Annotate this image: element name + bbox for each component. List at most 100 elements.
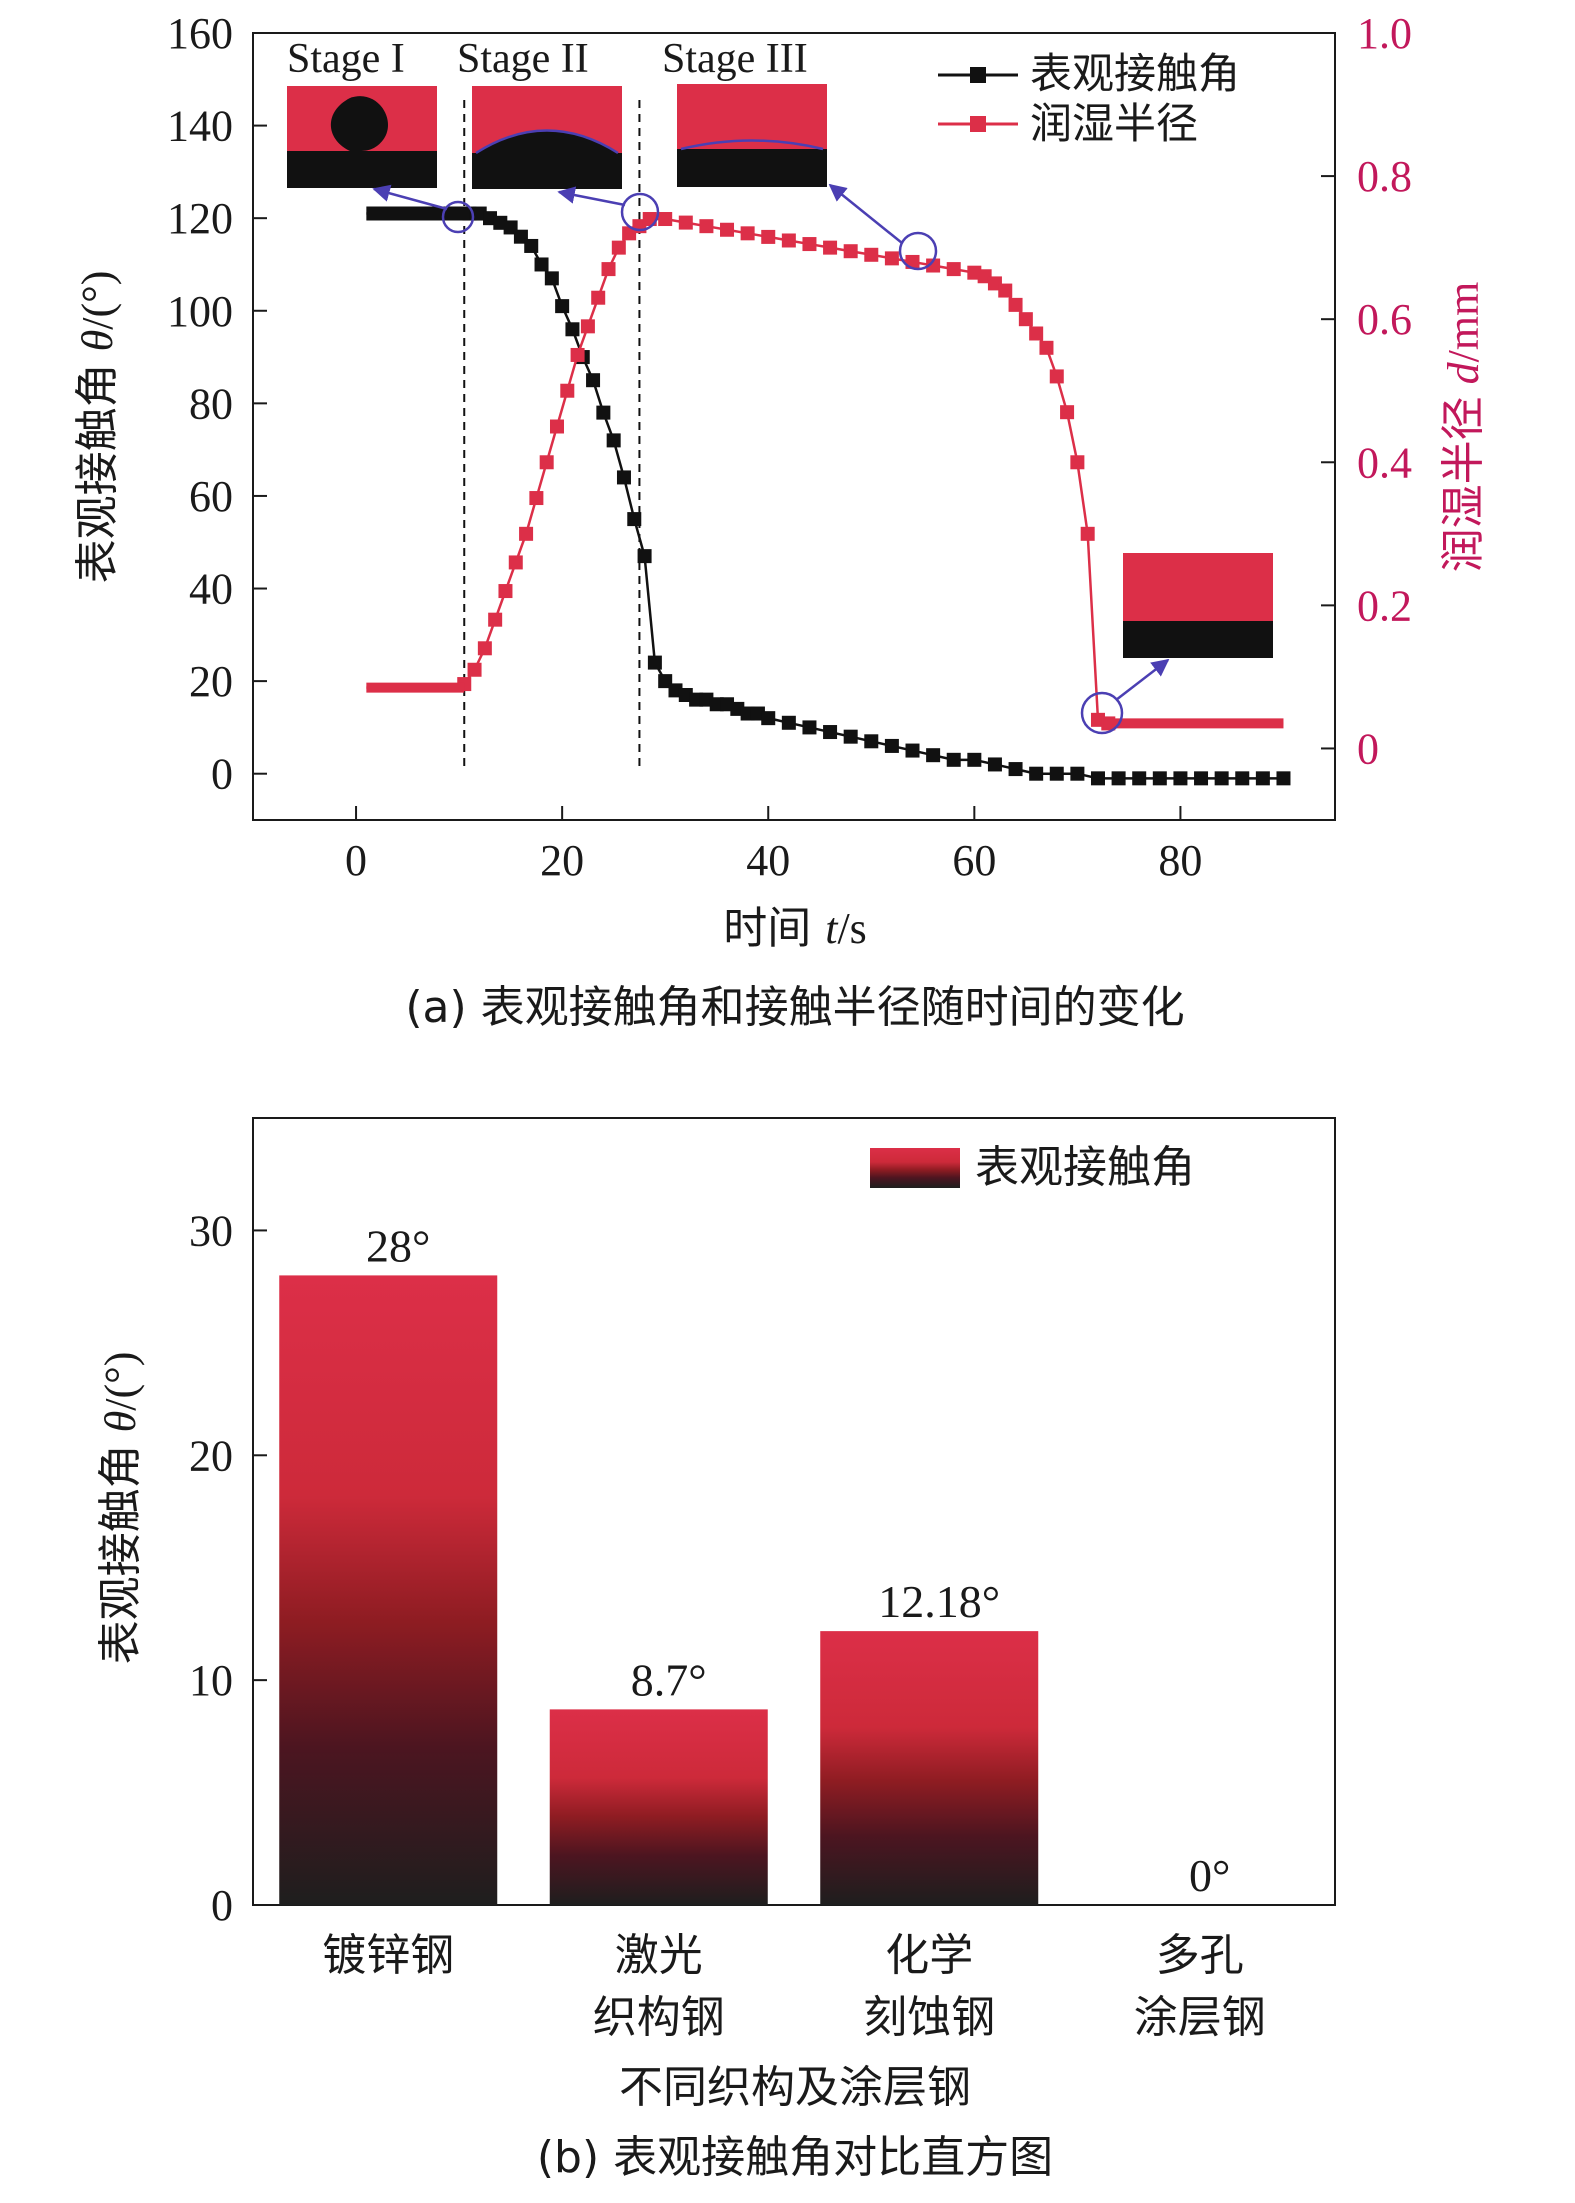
data-point-wetting-radius (1049, 369, 1064, 384)
legend-label-contact-angle: 表观接触角 (1030, 49, 1240, 98)
legend-b: 表观接触角 (870, 1142, 1195, 1193)
data-point-wetting-radius (539, 455, 554, 470)
data-point-contact-angle (1049, 766, 1064, 781)
data-point-contact-angle (637, 549, 652, 564)
category-label: 多孔 (1156, 1930, 1244, 1981)
data-point-wetting-radius (1029, 326, 1044, 341)
data-point-contact-angle (1276, 771, 1291, 786)
stage-label-3: Stage III (662, 36, 808, 82)
y-tick-label-a: 160 (167, 9, 233, 58)
stage-label-2: Stage II (457, 36, 589, 82)
y2-tick-label-a: 0.4 (1357, 438, 1412, 487)
y-axis-ticks-a: 0 20 40 60 80 100 120 140 160 (167, 9, 267, 799)
x-tick-label-a: 40 (746, 836, 790, 885)
x-tick-label-a: 80 (1158, 836, 1202, 885)
data-point-contact-angle (606, 433, 621, 448)
data-point-contact-angle (544, 271, 559, 286)
droplet-inset-stage2 (472, 86, 622, 189)
data-point-wetting-radius (658, 212, 673, 227)
legend-marker-wetting-radius (970, 116, 986, 132)
series-line-contact-angle (366, 212, 1284, 780)
bar (820, 1631, 1039, 1905)
bar-value-label: 12.18° (878, 1576, 1000, 1627)
data-point-contact-angle (555, 299, 570, 314)
y-tick-label-a: 40 (189, 565, 233, 614)
data-point-wetting-radius (591, 290, 606, 305)
y2-tick-label-a: 0.6 (1357, 295, 1412, 344)
highlight-circle-3 (898, 231, 938, 271)
legend-a: 表观接触角 润湿半径 (938, 49, 1240, 148)
y-tick-label-a: 80 (189, 379, 233, 428)
data-point-wetting-radius (560, 383, 575, 398)
category-label: 镀锌钢 (322, 1930, 454, 1981)
data-point-wetting-radius (529, 491, 544, 506)
data-point-wetting-radius (601, 262, 616, 277)
droplet-inset-stage1 (287, 86, 437, 188)
arrow-1 (372, 184, 448, 211)
data-point-contact-angle (586, 373, 601, 388)
caption-a: (a) 表观接触角和接触半径随时间的变化 (405, 982, 1184, 1033)
category-label: 涂层钢 (1134, 1992, 1266, 2043)
highlight-circle-2 (620, 192, 660, 232)
y-axis-title-a: 表观接触角θ/(°) (72, 271, 123, 584)
data-point-wetting-radius (1018, 312, 1033, 327)
y-axis-title-b: 表观接触角θ/(°) (95, 1352, 146, 1665)
legend-swatch-b (870, 1148, 960, 1188)
highlight-circle-4 (1080, 691, 1124, 735)
data-point-contact-angle (967, 752, 982, 767)
data-point-contact-angle (524, 238, 539, 253)
y-axis-ticks-b: 0 10 20 30 (189, 1206, 267, 1930)
data-point-wetting-radius (611, 240, 626, 255)
x-tick-label-a: 60 (952, 836, 996, 885)
data-point-wetting-radius (761, 229, 776, 244)
data-point-contact-angle (823, 725, 838, 740)
data-point-wetting-radius (926, 258, 941, 273)
bar-value-label: 28° (366, 1220, 430, 1271)
legend-marker-contact-angle (970, 67, 986, 83)
data-point-wetting-radius (498, 584, 513, 599)
data-point-wetting-radius (570, 347, 585, 362)
arrow-4 (1115, 658, 1170, 701)
x-axis-title-b: 不同织构及涂层钢 (619, 2062, 971, 2113)
data-point-contact-angle (596, 405, 611, 420)
x-tick-label-a: 0 (345, 836, 367, 885)
x-axis-ticks-a: 0 20 40 60 80 (345, 806, 1202, 885)
data-point-contact-angle (884, 738, 899, 753)
data-point-wetting-radius (508, 555, 523, 570)
data-point-contact-angle (1235, 771, 1250, 786)
plot-frame-a (252, 32, 1336, 821)
data-point-wetting-radius (1060, 405, 1075, 420)
y-tick-label-a: 100 (167, 287, 233, 336)
caption-b: (b) 表观接触角对比直方图 (537, 2132, 1053, 2183)
y-tick-label-b: 20 (189, 1431, 233, 1480)
data-point-contact-angle (946, 752, 961, 767)
y-tick-label-b: 30 (189, 1206, 233, 1255)
data-point-contact-angle (1255, 771, 1270, 786)
data-point-contact-angle (864, 734, 879, 749)
data-point-contact-angle (534, 257, 549, 272)
data-point-contact-angle (627, 512, 642, 527)
data-point-contact-angle (1070, 766, 1085, 781)
y2-axis-title-a: 润湿半径d/mm (1438, 282, 1489, 573)
data-point-contact-angle (1090, 771, 1105, 786)
arrow-3 (828, 183, 903, 244)
data-point-wetting-radius (488, 612, 503, 627)
data-point-contact-angle (1111, 771, 1126, 786)
data-point-wetting-radius (823, 240, 838, 255)
data-point-contact-angle (1008, 762, 1023, 777)
y-tick-label-b: 0 (211, 1881, 233, 1930)
data-point-contact-angle (1152, 771, 1167, 786)
y-tick-label-a: 60 (189, 472, 233, 521)
y-tick-label-a: 20 (189, 657, 233, 706)
category-label: 刻蚀钢 (863, 1992, 995, 2043)
data-point-wetting-radius (1070, 455, 1085, 470)
data-point-contact-angle (987, 757, 1002, 772)
legend-label-b: 表观接触角 (975, 1142, 1195, 1193)
data-point-contact-angle (843, 729, 858, 744)
data-point-contact-angle (1029, 766, 1044, 781)
y2-tick-label-a: 0 (1357, 724, 1379, 773)
